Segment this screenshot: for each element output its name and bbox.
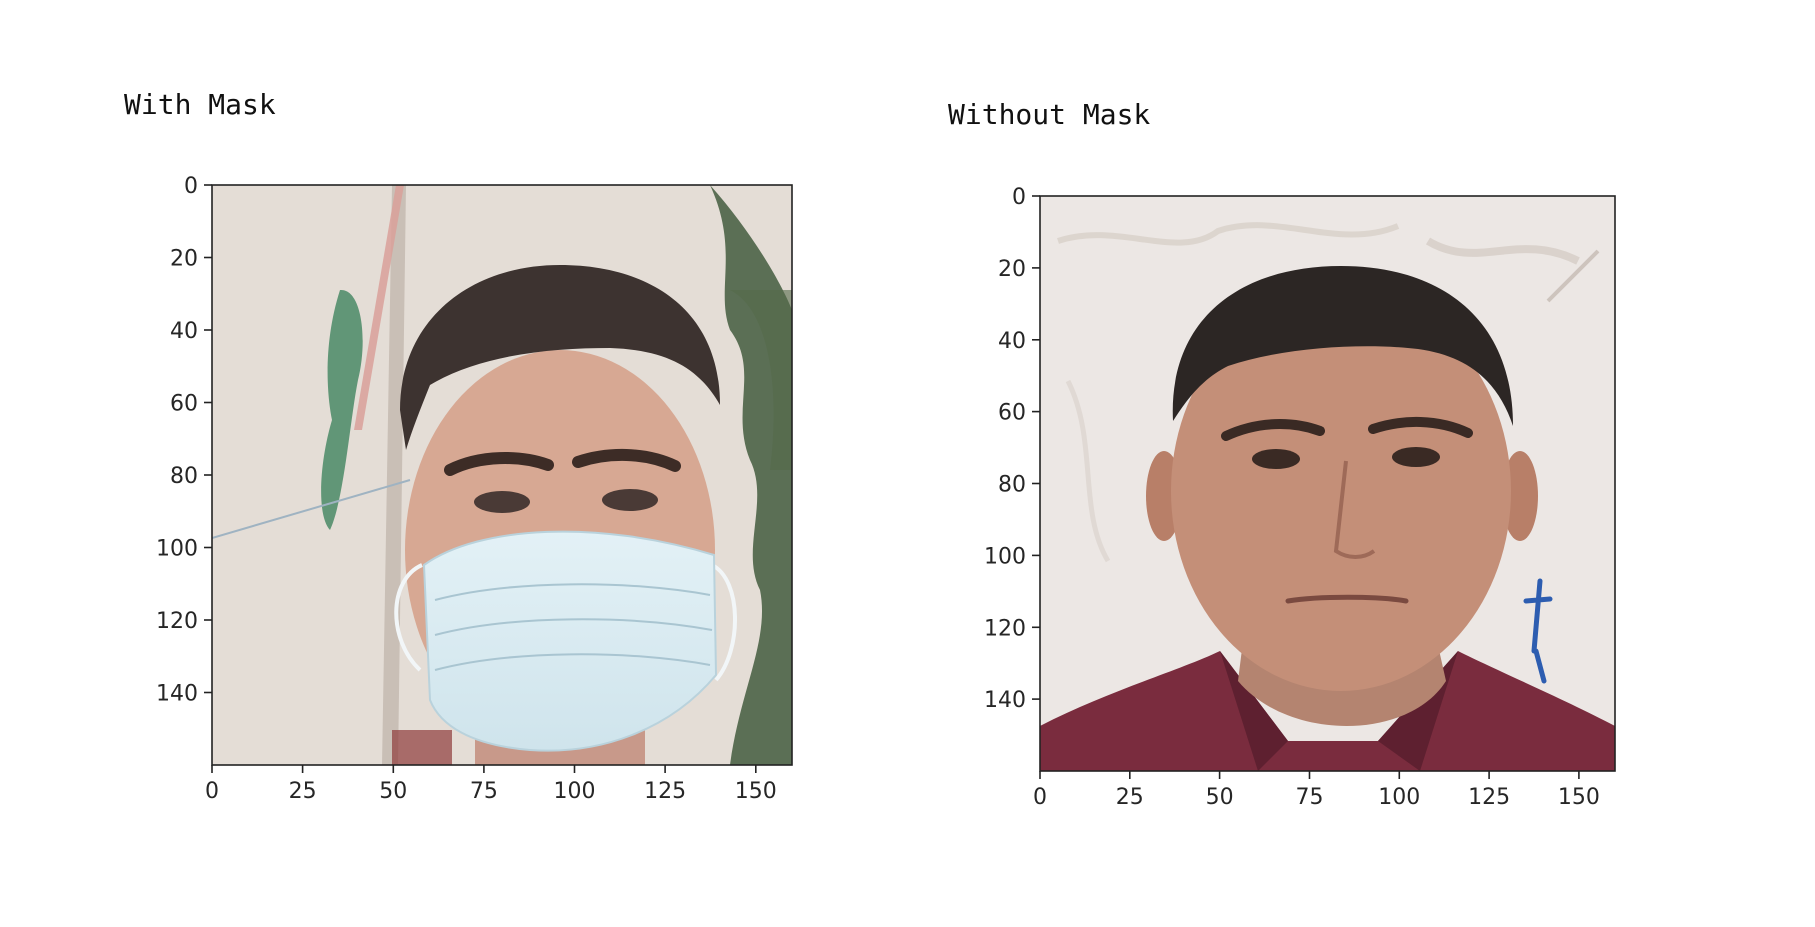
without-mask-image (1040, 196, 1615, 771)
x-tick-label: 75 (1296, 785, 1324, 810)
x-tick-label: 25 (289, 779, 317, 804)
y-tick-label: 60 (170, 392, 198, 417)
x-tick-label: 50 (1206, 785, 1234, 810)
y-tick-label: 140 (156, 682, 198, 707)
with-mask-label: With Mask (124, 88, 276, 121)
without-mask-x-axis: 0 25 50 75 100 125 150 (1033, 771, 1600, 810)
y-tick-label: 80 (170, 464, 198, 489)
x-tick-label: 125 (644, 779, 686, 804)
y-tick-label: 80 (998, 473, 1026, 498)
x-tick-label: 150 (1558, 785, 1600, 810)
y-tick-label: 140 (984, 688, 1026, 713)
y-tick-label: 20 (170, 247, 198, 272)
with-mask-x-axis: 0 25 50 75 100 125 150 (205, 765, 777, 804)
x-tick-label: 150 (735, 779, 777, 804)
without-mask-y-axis: 0 20 40 60 80 100 120 140 (984, 185, 1040, 713)
x-tick-label: 0 (1033, 785, 1047, 810)
without-mask-label: Without Mask (948, 98, 1151, 131)
y-tick-label: 40 (170, 319, 198, 344)
without-mask-plot: 0 20 40 60 80 100 120 140 0 25 50 75 100… (984, 185, 1616, 810)
x-tick-label: 25 (1116, 785, 1144, 810)
x-tick-label: 100 (554, 779, 596, 804)
with-mask-y-axis: 0 20 40 60 80 100 120 140 (156, 174, 212, 707)
y-tick-label: 0 (184, 174, 198, 199)
y-tick-label: 0 (1012, 185, 1026, 210)
y-tick-label: 120 (156, 609, 198, 634)
y-tick-label: 100 (984, 544, 1026, 569)
y-tick-label: 60 (998, 401, 1026, 426)
y-tick-label: 100 (156, 537, 198, 562)
x-tick-label: 50 (379, 779, 407, 804)
x-tick-label: 125 (1468, 785, 1510, 810)
with-mask-plot: 0 20 40 60 80 100 120 140 0 25 50 75 100… (156, 174, 793, 804)
y-tick-label: 20 (998, 257, 1026, 282)
x-tick-label: 100 (1378, 785, 1420, 810)
y-tick-label: 120 (984, 616, 1026, 641)
with-mask-image (212, 185, 792, 765)
x-tick-label: 0 (205, 779, 219, 804)
y-tick-label: 40 (998, 329, 1026, 354)
x-tick-label: 75 (470, 779, 498, 804)
